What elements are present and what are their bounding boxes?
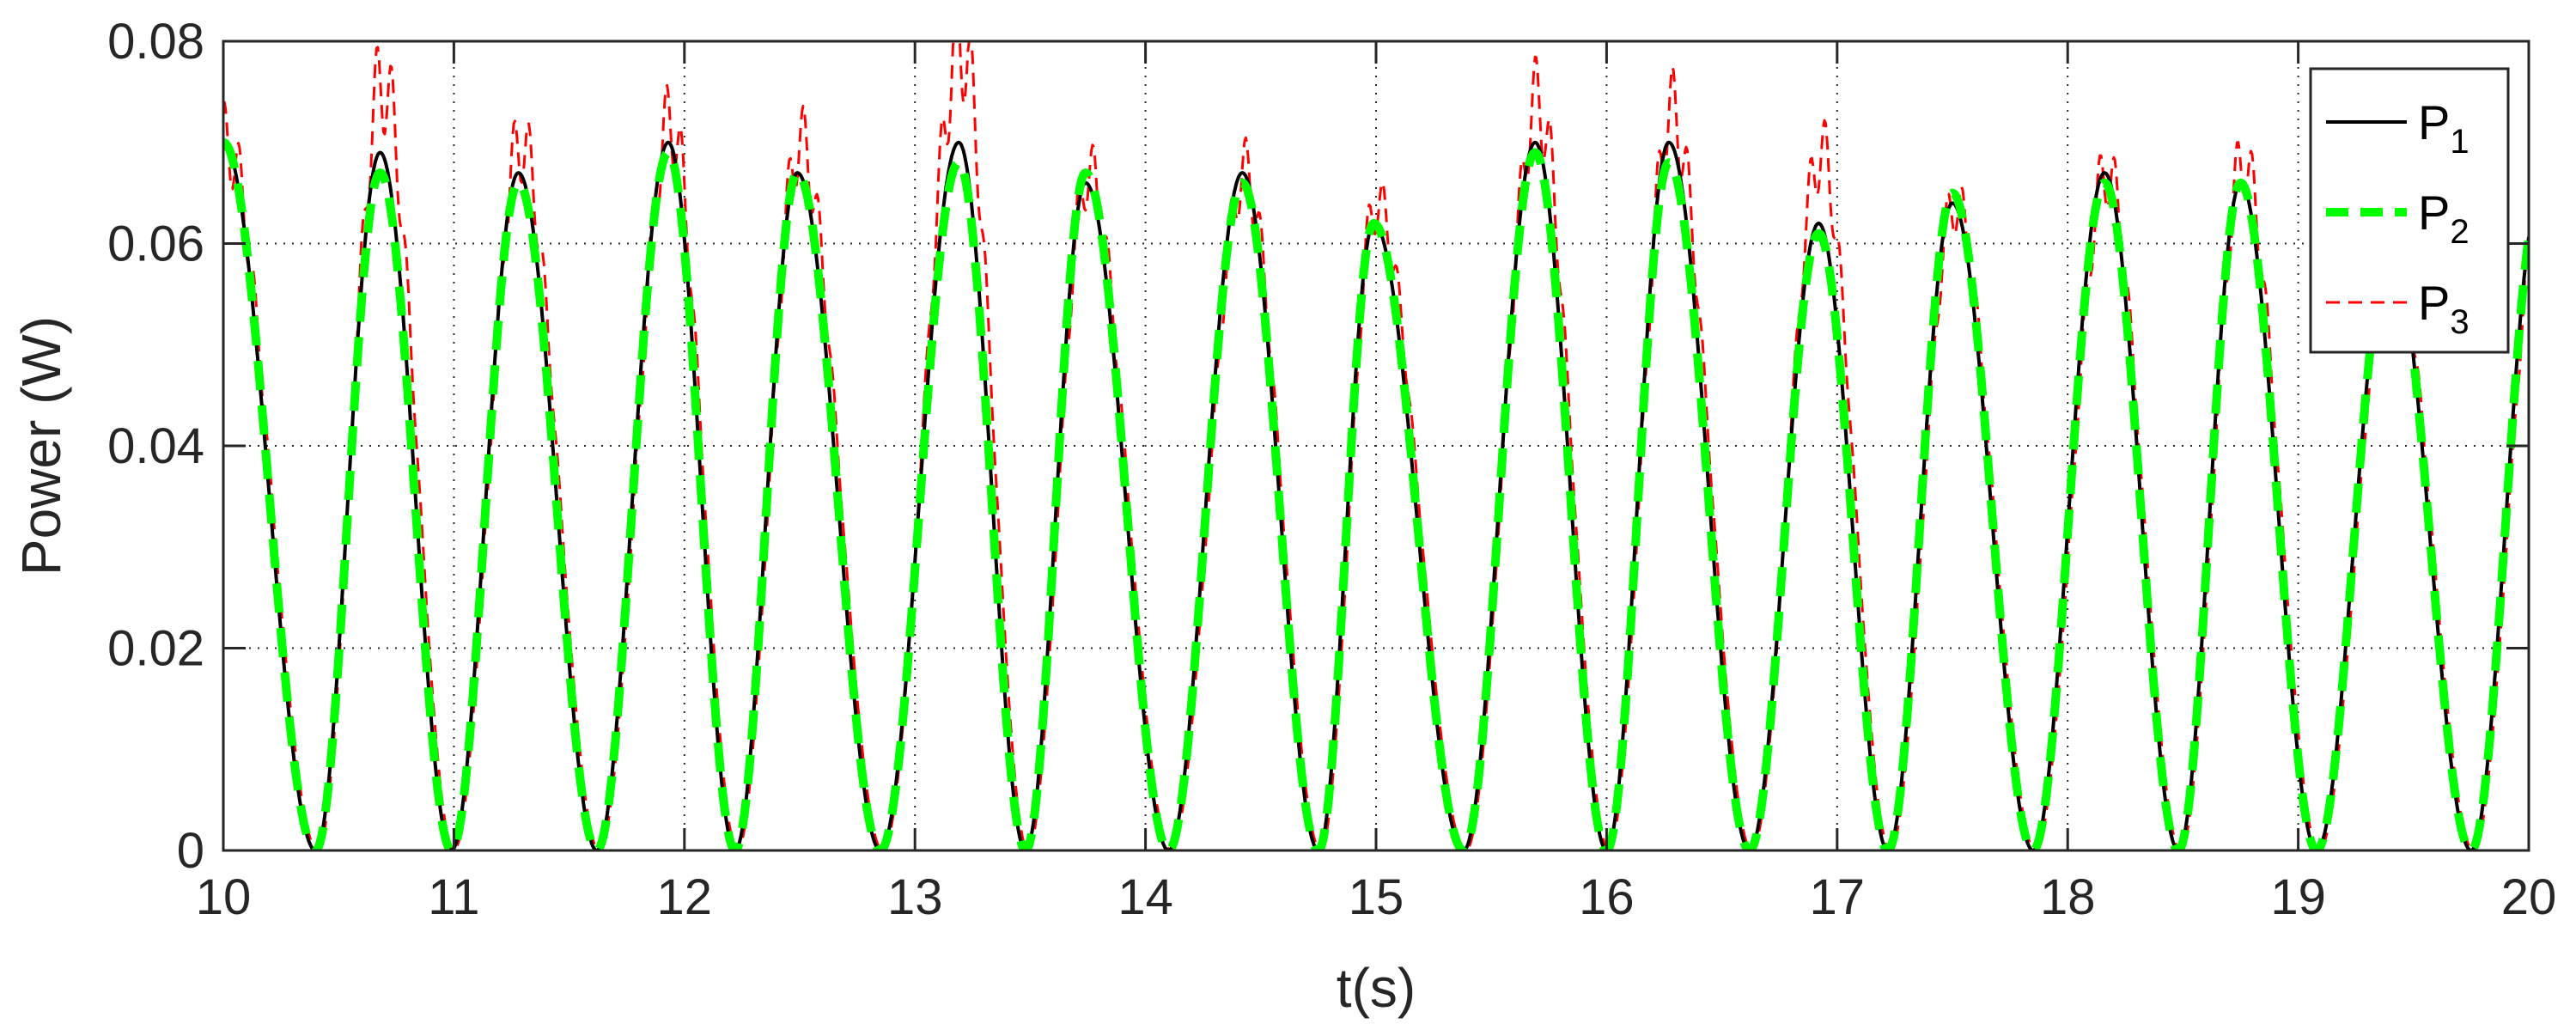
x-tick-label: 10 <box>196 869 252 925</box>
y-tick-label: 0.04 <box>107 418 204 474</box>
x-tick-label: 11 <box>428 869 479 925</box>
x-tick-label: 17 <box>1810 869 1866 925</box>
grid-lines <box>223 41 2529 850</box>
series-line-p2 <box>223 137 2529 850</box>
legend-label-p1: P1 <box>2418 95 2469 161</box>
x-axis-title: t(s) <box>1337 957 1416 1019</box>
x-tick-label: 15 <box>1349 869 1404 925</box>
data-series <box>223 41 2529 850</box>
y-tick-label: 0.08 <box>107 14 204 70</box>
x-tick-label: 18 <box>2040 869 2096 925</box>
x-tick-label: 14 <box>1117 869 1173 925</box>
legend-label-p2: P2 <box>2418 186 2469 251</box>
x-tick-label: 20 <box>2501 869 2557 925</box>
legend-label-p3: P3 <box>2418 276 2469 341</box>
legend: P1 P2 P3 <box>2309 67 2510 354</box>
y-tick-label: 0.02 <box>107 621 204 677</box>
y-tick-label: 0.06 <box>107 216 204 272</box>
x-tick-label: 13 <box>887 869 943 925</box>
x-tick-label: 12 <box>657 869 713 925</box>
y-axis-title: Power (W) <box>10 316 72 576</box>
x-tick-label: 19 <box>2270 869 2326 925</box>
y-tick-label: 0 <box>177 823 204 879</box>
x-tick-label: 16 <box>1579 869 1635 925</box>
axis-ticks: 10 11 12 13 14 15 16 17 18 19 20 0 0.02 0.04 0.06 0.08 <box>107 14 2556 925</box>
